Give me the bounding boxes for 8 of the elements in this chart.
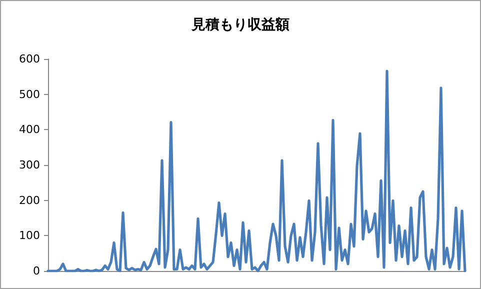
y-tick-label: 600 [19, 52, 40, 66]
y-tick-label: 100 [19, 229, 40, 242]
y-tick-label: 400 [19, 123, 40, 136]
y-tick-label: 0 [33, 264, 40, 278]
y-tick-label: 500 [19, 88, 40, 101]
chart-title: 見積もり収益額 [190, 16, 290, 33]
y-tick-label: 200 [19, 194, 40, 207]
y-tick-label: 300 [19, 158, 40, 172]
